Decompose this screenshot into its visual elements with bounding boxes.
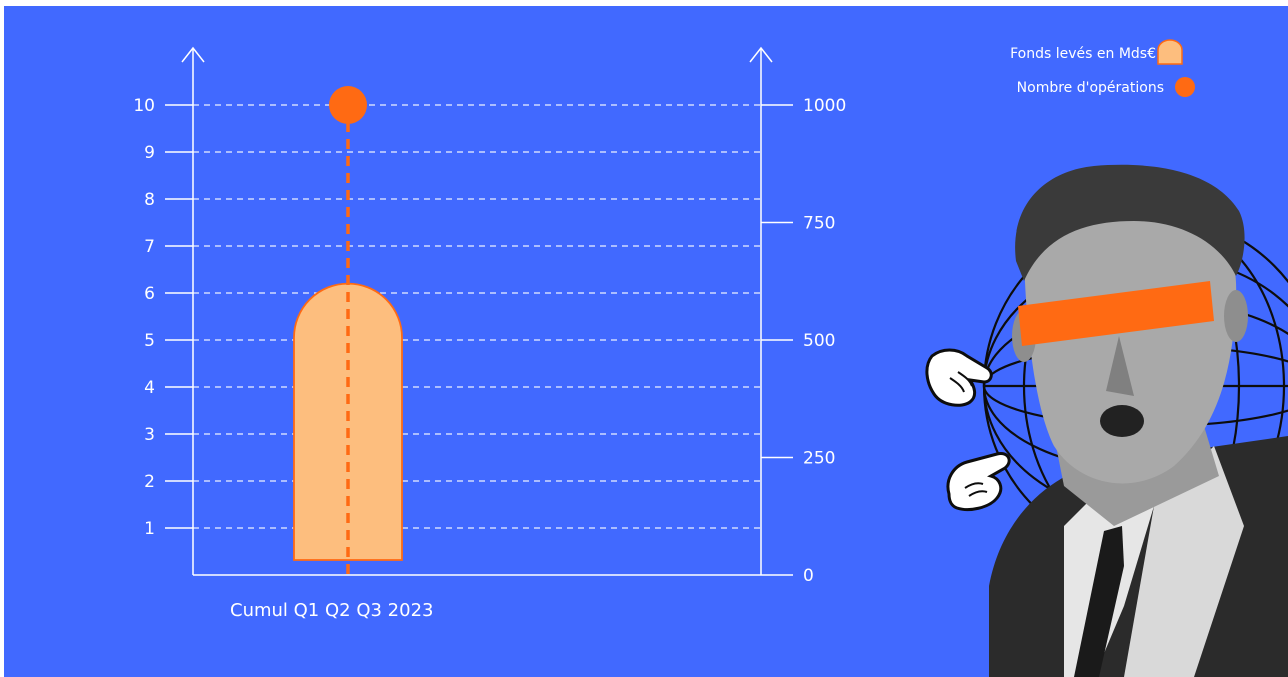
left-tick-label: 10	[133, 96, 155, 116]
left-tick-label: 7	[144, 237, 155, 257]
right-tick-label: 500	[803, 331, 835, 351]
axes	[181, 46, 773, 576]
point-operations	[329, 86, 367, 124]
right-axis-arrow	[749, 46, 773, 63]
left-tick-label: 5	[144, 331, 155, 351]
legend-label-operations: Nombre d'opérations	[1017, 80, 1164, 96]
left-tick-label: 1	[144, 519, 155, 539]
left-tick-label: 3	[144, 425, 155, 445]
vintage-man-photo	[989, 164, 1288, 677]
points	[329, 86, 367, 575]
right-tick-label: 750	[803, 214, 835, 234]
right-axis-ticks: 0 250 500 750 1000	[761, 96, 846, 586]
left-tick-label: 8	[144, 190, 155, 210]
left-axis-ticks: 1 2 3 4 5 6 7 8 9 10	[133, 96, 193, 539]
category-label: Cumul Q1 Q2 Q3 2023	[230, 600, 433, 621]
left-tick-label: 4	[144, 378, 155, 398]
right-tick-label: 250	[803, 449, 835, 469]
left-axis-arrow	[181, 46, 205, 63]
left-tick-label: 9	[144, 143, 155, 163]
chart-svg: 1 2 3 4 5 6 7 8 9 10 0 250 500 750 1000 Cumul Q1 Q2 Q…	[133, 39, 1288, 677]
category-labels: Cumul Q1 Q2 Q3 2023	[230, 600, 433, 621]
eye-censor-bar	[1018, 281, 1214, 346]
left-tick-label: 2	[144, 472, 155, 492]
legend: Fonds levés en Mds€ Nombre d'opérations	[1010, 39, 1195, 97]
bars	[293, 282, 403, 561]
pointing-hand-icon	[925, 348, 993, 407]
legend-swatch-operations	[1175, 77, 1195, 97]
right-tick-label: 0	[803, 566, 814, 586]
illustration	[925, 164, 1288, 677]
pointing-hand-icon	[946, 452, 1011, 512]
left-tick-label: 6	[144, 284, 155, 304]
bar-funds	[293, 282, 403, 561]
legend-label-funds: Fonds levés en Mds€	[1010, 46, 1156, 62]
legend-swatch-funds	[1157, 39, 1183, 65]
right-tick-label: 1000	[803, 96, 846, 116]
gridlines	[193, 104, 761, 529]
chart-canvas: 1 2 3 4 5 6 7 8 9 10 0 250 500 750 1000 Cumul Q1 Q2 Q…	[4, 6, 1288, 677]
